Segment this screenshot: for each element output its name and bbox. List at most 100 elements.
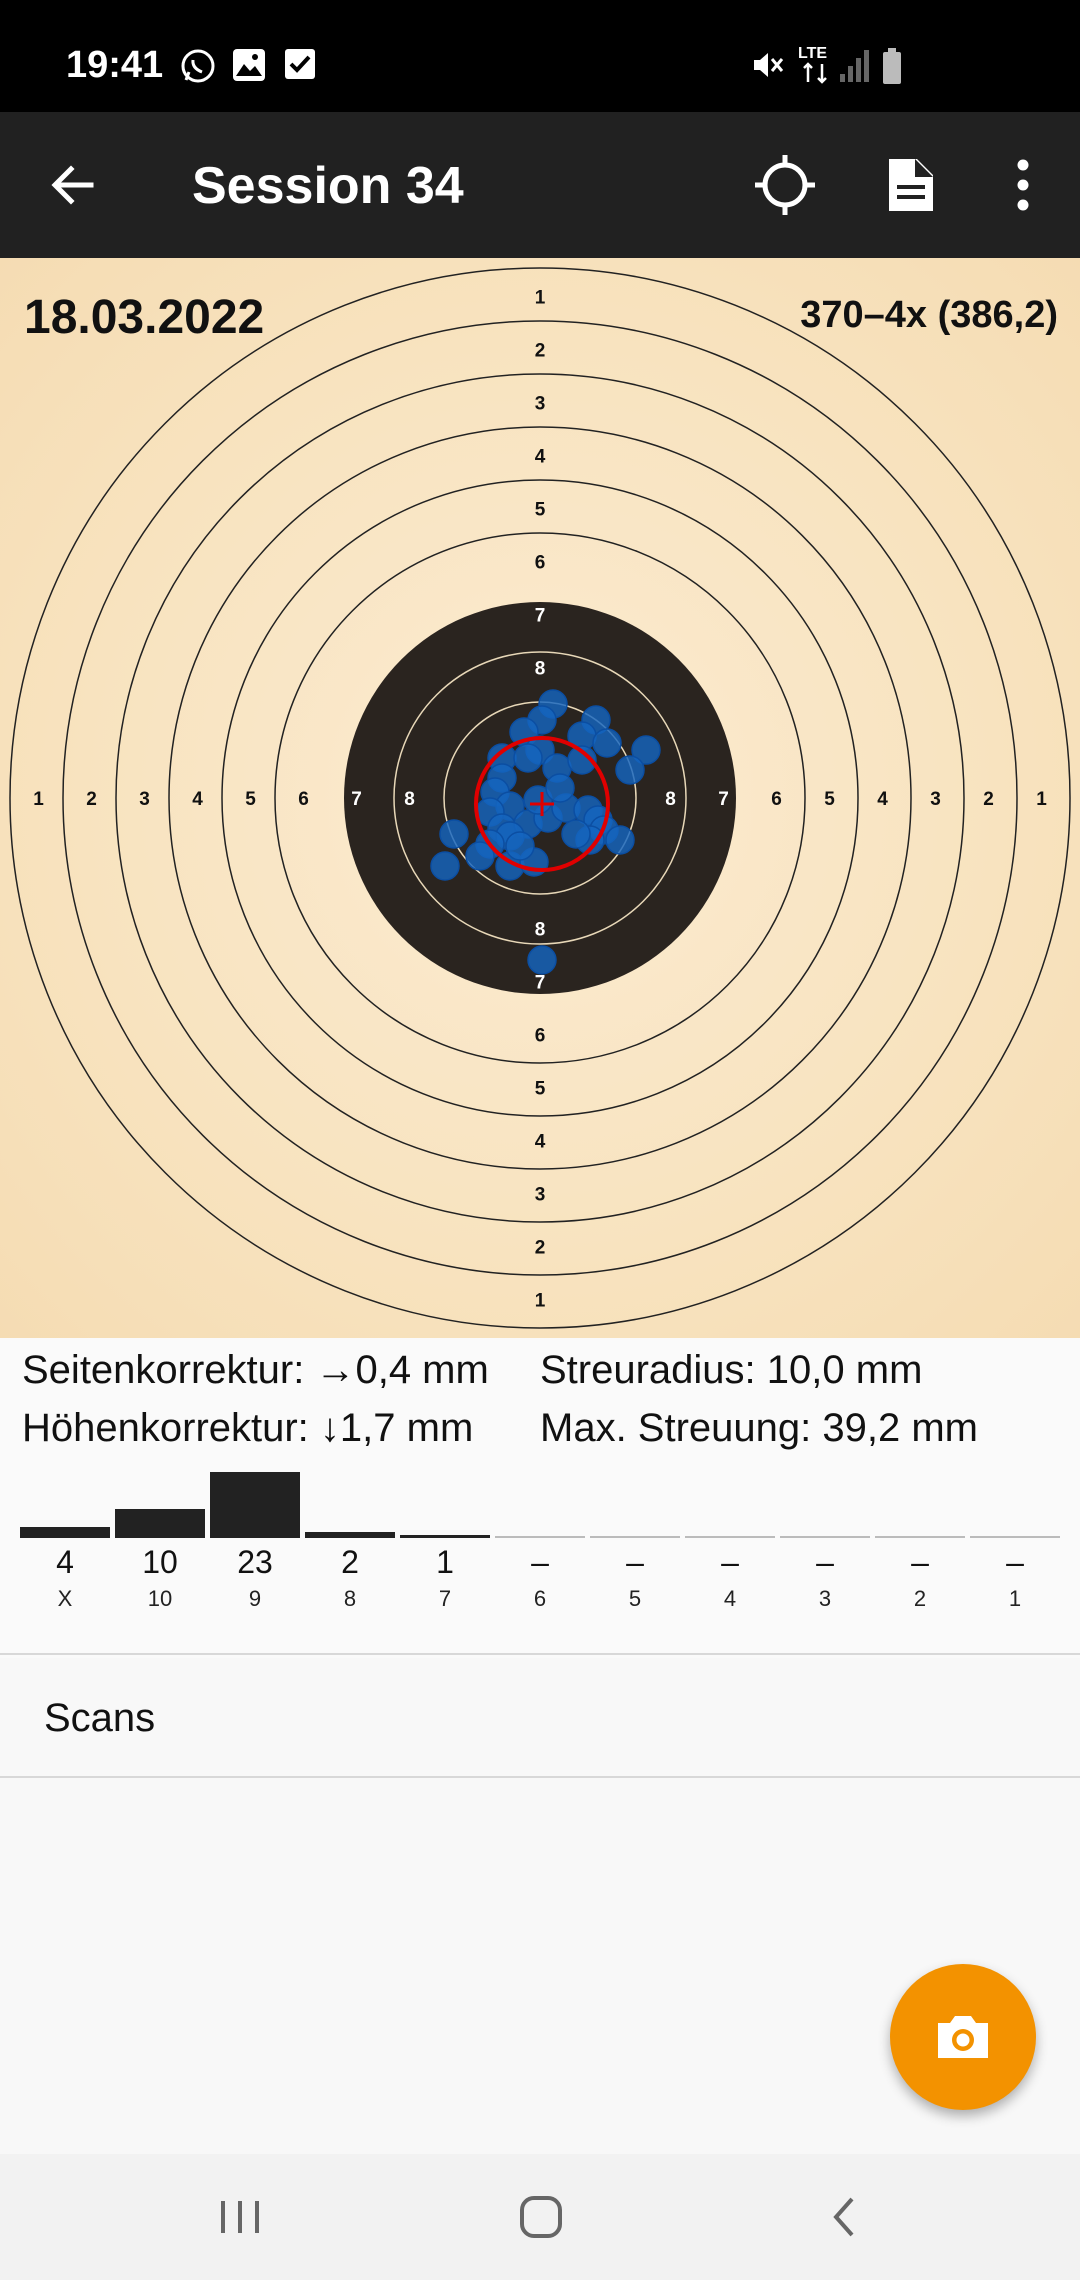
ring-number: 4: [535, 1132, 546, 1153]
system-nav-bar: [0, 2154, 1080, 2280]
target-ring: [9, 267, 1071, 1329]
camera-fab[interactable]: [890, 1964, 1036, 2110]
crosshair-icon: [755, 155, 815, 215]
max-spread: Max. Streuung: 39,2 mm: [540, 1406, 978, 1450]
ring-number: 5: [824, 789, 835, 810]
side-correction: Seitenkorrektur: →0,4 mm: [22, 1348, 489, 1392]
group-circle: [474, 736, 610, 872]
home-icon: [520, 2196, 562, 2238]
histogram-label: 7: [438, 1586, 452, 1611]
histogram-label: 4: [723, 1586, 737, 1611]
target-ring: [393, 651, 687, 945]
ring-number: 5: [535, 500, 546, 521]
histogram-bar: [210, 1472, 300, 1538]
back-button[interactable]: [38, 150, 108, 220]
session-date: 18.03.2022: [24, 291, 265, 344]
histogram-column: –6: [495, 1470, 585, 1620]
ring-number: 7: [535, 973, 546, 994]
ring-number: 4: [192, 789, 203, 810]
ring-number: 7: [351, 789, 362, 810]
app-bar: Session 34: [0, 112, 1080, 258]
shot-hit: [605, 825, 635, 855]
ring-number: 3: [535, 394, 546, 415]
shot-hit: [513, 743, 543, 773]
histogram-bar: [970, 1536, 1060, 1538]
target-ring: [274, 532, 806, 1064]
ring-number: 7: [535, 606, 546, 627]
page-title: Session 34: [192, 157, 464, 215]
crosshair-button[interactable]: [750, 150, 820, 220]
target-ring: [221, 479, 859, 1117]
shot-hit: [465, 841, 495, 871]
ring-number: 8: [404, 789, 415, 810]
histogram-bar: [305, 1532, 395, 1538]
mute-icon: [754, 53, 784, 77]
ring-number: 2: [535, 341, 546, 362]
shot-hit: [615, 755, 645, 785]
histogram-bar: [875, 1536, 965, 1538]
gallery-icon: [233, 49, 265, 81]
scans-header[interactable]: Scans: [44, 1696, 156, 1740]
more-options-button[interactable]: [988, 150, 1058, 220]
recents-icon: [221, 2201, 259, 2233]
target-svg: 1 1 1 1 2 2 2 2 3 3 3 3 4 4 4 4 5 5 5 5 6 6 6 6 7 7 7 7 8 8 8 8: [9, 267, 1071, 1329]
histogram-bar: [780, 1536, 870, 1538]
status-bar: 19:41 LTE: [0, 0, 1080, 112]
whatsapp-icon: [181, 49, 215, 83]
ring-number: 3: [535, 1185, 546, 1206]
recents-button[interactable]: [200, 2184, 280, 2250]
histogram-count: –: [626, 1544, 644, 1580]
back-icon: [833, 2197, 854, 2237]
ring-number: 4: [877, 789, 888, 810]
histogram-bar: [590, 1536, 680, 1538]
ring-number: 8: [665, 789, 676, 810]
histogram-label: 3: [818, 1586, 832, 1611]
shot-hit: [592, 728, 622, 758]
nav-back-button[interactable]: [804, 2184, 884, 2250]
home-button[interactable]: [501, 2184, 581, 2250]
histogram-label: 1: [1008, 1586, 1022, 1611]
histogram-label: 5: [628, 1586, 642, 1611]
shot-hit: [631, 735, 661, 765]
ring-number: 3: [930, 789, 941, 810]
more-vert-icon: [1017, 159, 1029, 211]
histogram-label: 2: [913, 1586, 927, 1611]
target-view[interactable]: 1 1 1 1 2 2 2 2 3 3 3 3 4 4 4 4 5 5 5 5 6 6 6 6 7 7 7 7 8 8 8 8: [0, 258, 1080, 1338]
ring-number: 1: [33, 789, 44, 810]
camera-icon: [938, 2016, 988, 2058]
histogram-count: –: [816, 1544, 834, 1580]
ring-number: 7: [718, 789, 729, 810]
ring-number: 1: [535, 288, 546, 309]
ring-number: 6: [298, 789, 309, 810]
ring-number: 6: [771, 789, 782, 810]
histogram-label: 9: [248, 1586, 262, 1611]
spread-radius: Streuradius: 10,0 mm: [540, 1348, 923, 1392]
histogram-count: 1: [436, 1544, 454, 1580]
ring-number: 3: [139, 789, 150, 810]
histogram-count: –: [911, 1544, 929, 1580]
target-ring: [115, 373, 965, 1223]
divider: [0, 1653, 1080, 1655]
histogram-bar: [20, 1527, 110, 1538]
histogram-column: –4: [685, 1470, 775, 1620]
ring-number: 1: [1036, 789, 1047, 810]
signal-icon: [840, 50, 869, 82]
document-button[interactable]: [876, 150, 946, 220]
histogram-count: 23: [237, 1544, 273, 1580]
histogram-bar: [685, 1536, 775, 1538]
checkbox-icon: [285, 49, 315, 79]
ring-number: 2: [86, 789, 97, 810]
height-correction: Höhenkorrektur: ↓1,7 mm: [22, 1406, 474, 1450]
stats-panel: Seitenkorrektur: →0,4 mm Streuradius: 10…: [0, 1338, 1080, 1658]
ring-number: 4: [535, 447, 546, 468]
shot-hit: [527, 945, 557, 975]
histogram-column: –1: [970, 1470, 1060, 1620]
histogram-label: 10: [147, 1586, 173, 1611]
histogram-count: –: [1006, 1544, 1024, 1580]
ring-number: 5: [245, 789, 256, 810]
ring-number: 5: [535, 1079, 546, 1100]
target-ring: [62, 320, 1018, 1276]
lte-text: LTE: [798, 45, 827, 62]
divider: [0, 1776, 1080, 1778]
